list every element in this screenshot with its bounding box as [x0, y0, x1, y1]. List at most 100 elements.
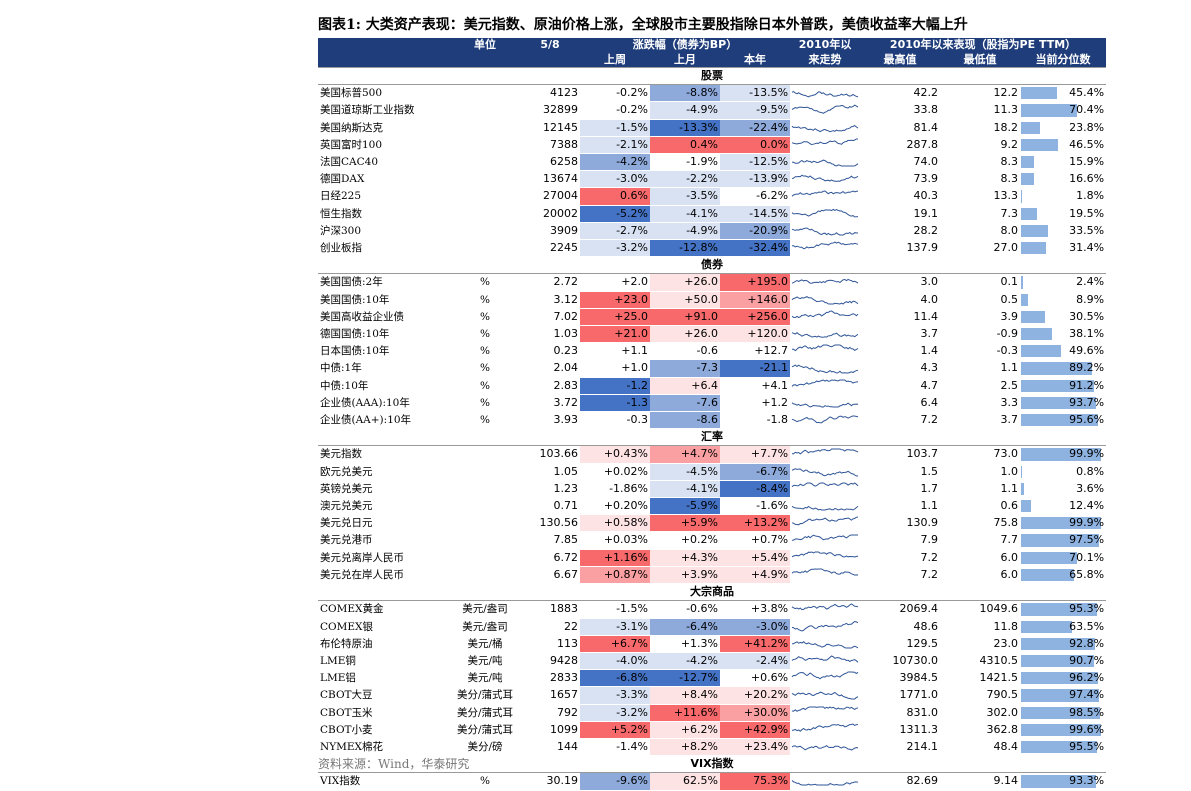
trend-sparkline [790, 411, 861, 430]
latest-value: 3909 [520, 222, 580, 241]
ytd-change: +12.7 [720, 342, 791, 361]
latest-value: 1.05 [520, 463, 580, 481]
since-2010-low: 9.2 [940, 136, 1021, 155]
table-row: 英国富时100 7388 -2.1% 0.4% 0.0% 287.8 9.2 46.5% [318, 136, 1107, 155]
month-change: +6.4 [650, 377, 720, 395]
unit-cell [450, 222, 520, 241]
week-change: +0.43% [580, 445, 650, 464]
ytd-change: -13.5% [720, 84, 791, 103]
percentile-cell: 33.5% [1020, 222, 1107, 241]
month-change: -13.3% [650, 119, 720, 137]
unit-cell [450, 153, 520, 172]
asset-name: 日经225 [318, 187, 450, 206]
header-change-group: 涨跌幅（债券为BP） [580, 38, 791, 53]
trend-sparkline [790, 325, 861, 344]
asset-name: LME铜 [318, 652, 450, 671]
ytd-change: +23.4% [720, 738, 791, 757]
week-change: +0.03% [580, 531, 650, 550]
percentile-cell: 97.4% [1020, 686, 1107, 705]
since-2010-high: 3.0 [860, 273, 941, 292]
since-2010-low: -0.3 [940, 342, 1021, 361]
sparkline-icon [791, 640, 859, 649]
since-2010-low: 73.0 [940, 445, 1021, 464]
latest-value: 7388 [520, 136, 580, 155]
asset-name: 美国标普500 [318, 84, 450, 103]
table-row: 美国高收益企业债% 7.02 +25.0 +91.0 +256.0 11.4 3.9 30.5… [318, 308, 1107, 327]
latest-value: 792 [520, 704, 580, 722]
trend-sparkline [790, 600, 861, 619]
latest-value: 6.72 [520, 549, 580, 567]
week-change: +0.58% [580, 514, 650, 533]
since-2010-low: 3.9 [940, 308, 1021, 327]
latest-value: 12145 [520, 119, 580, 137]
percentile-cell: 70.4% [1020, 101, 1107, 120]
table-row: 英镑兑美元 1.23 -1.86% -4.1% -8.4% 1.7 1.1 3.6% [318, 480, 1107, 499]
latest-value: 2833 [520, 669, 580, 688]
week-change: -3.3% [580, 686, 650, 705]
asset-name: 美国道琼斯工业指数 [318, 101, 450, 120]
percentile-value: 96.2% [1069, 671, 1105, 685]
asset-name: 澳元兑美元 [318, 497, 450, 516]
percentile-cell: 23.8% [1020, 119, 1107, 137]
asset-name: CBOT大豆 [318, 686, 450, 705]
percentile-value: 2.4% [1076, 275, 1105, 289]
percentile-bar [1021, 672, 1099, 685]
table-row: 美国纳斯达克 12145 -1.5% -13.3% -22.4% 81.4 18.2 23.8… [318, 119, 1107, 137]
percentile-cell: 99.6% [1020, 721, 1107, 739]
percentile-value: 70.1% [1069, 550, 1105, 564]
month-change: +1.3% [650, 635, 720, 653]
percentile-cell: 19.5% [1020, 205, 1107, 223]
month-change: -4.5% [650, 463, 720, 481]
ytd-change: -20.9% [720, 222, 791, 241]
since-2010-high: 3984.5 [860, 669, 941, 688]
unit-cell [450, 549, 520, 567]
month-change: -0.6 [650, 342, 720, 361]
ytd-change: +5.4% [720, 549, 791, 567]
ytd-change: 0.0% [720, 136, 791, 155]
asset-name: 沪深300 [318, 222, 450, 241]
section-title: VIX指数 [318, 755, 1107, 774]
asset-name: 中债:10年 [318, 377, 450, 395]
month-change: -4.1% [650, 480, 720, 499]
month-change: -6.4% [650, 618, 720, 636]
percentile-bar [1021, 448, 1101, 461]
percentile-bar [1021, 121, 1041, 134]
since-2010-high: 1771.0 [860, 686, 941, 705]
since-2010-high: 1311.3 [860, 721, 941, 739]
week-change: -1.5% [580, 600, 650, 619]
ytd-change: +4.1 [720, 377, 791, 395]
section-header: 汇率 [318, 428, 1107, 447]
percentile-bar [1021, 104, 1078, 117]
week-change: -9.6% [580, 772, 650, 791]
since-2010-low: 1.1 [940, 480, 1021, 499]
table-row: VIX指数% 30.19 -9.6% 62.5% 75.3% 82.69 9.14 93.3% [318, 772, 1107, 791]
header-month: 上月 [650, 52, 720, 68]
percentile-cell: 15.9% [1020, 153, 1107, 172]
since-2010-high: 7.2 [860, 549, 941, 567]
unit-cell: % [450, 325, 520, 344]
table-row: COMEX银 美元/盎司 22 -3.1% -6.4% -3.0% 48.6 11.8 63.5… [318, 618, 1107, 636]
week-change: -1.86% [580, 480, 650, 499]
percentile-value: 8.9% [1076, 292, 1105, 306]
unit-cell: 美元/盎司 [450, 600, 520, 619]
trend-sparkline [790, 669, 861, 688]
asset-performance-table: 单位 5/8 涨跌幅（债券为BP） 2010年以 2010年以来表现（股指为PE… [318, 38, 1107, 791]
sparkline-icon [791, 468, 859, 477]
percentile-bar [1021, 775, 1096, 788]
trend-sparkline [790, 101, 861, 120]
ytd-change: -6.2% [720, 187, 791, 206]
since-2010-high: 130.9 [860, 514, 941, 533]
trend-sparkline [790, 291, 861, 309]
percentile-bar [1021, 190, 1023, 203]
ytd-change: +4.9% [720, 566, 791, 585]
percentile-value: 15.9% [1069, 155, 1105, 169]
ytd-change: +13.2% [720, 514, 791, 533]
ytd-change: -2.4% [720, 652, 791, 671]
section-title: 汇率 [318, 428, 1107, 447]
page-title: 图表1: 大类资产表现：美元指数、原油价格上涨，全球股市主要股指除日本外普跌，美… [318, 17, 968, 33]
latest-value: 0.23 [520, 342, 580, 361]
sparkline-icon [791, 671, 859, 680]
ytd-change: +195.0 [720, 273, 791, 292]
percentile-bar [1021, 551, 1078, 564]
week-change: -3.1% [580, 618, 650, 636]
